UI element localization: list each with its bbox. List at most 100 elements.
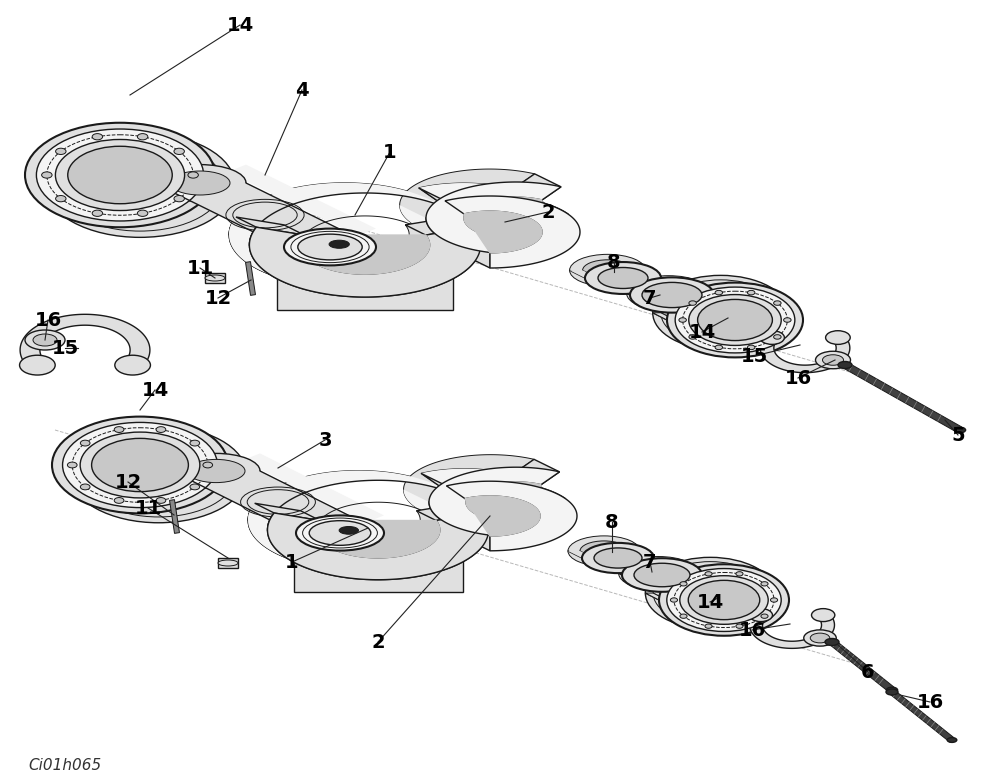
Polygon shape xyxy=(229,183,474,245)
Polygon shape xyxy=(154,183,376,247)
Polygon shape xyxy=(25,175,56,185)
Ellipse shape xyxy=(810,633,830,643)
Ellipse shape xyxy=(33,334,57,346)
Polygon shape xyxy=(419,183,554,255)
Polygon shape xyxy=(491,510,516,537)
Ellipse shape xyxy=(645,557,775,629)
Ellipse shape xyxy=(680,582,687,586)
Polygon shape xyxy=(464,211,542,252)
Polygon shape xyxy=(490,226,516,254)
Ellipse shape xyxy=(42,172,52,178)
Ellipse shape xyxy=(137,133,148,140)
Ellipse shape xyxy=(92,210,103,216)
Ellipse shape xyxy=(570,254,646,286)
Ellipse shape xyxy=(667,282,803,358)
Ellipse shape xyxy=(174,148,184,154)
Polygon shape xyxy=(687,573,702,575)
Ellipse shape xyxy=(67,462,77,468)
Ellipse shape xyxy=(92,133,103,140)
Ellipse shape xyxy=(812,608,835,622)
Polygon shape xyxy=(300,235,430,274)
Ellipse shape xyxy=(761,582,768,586)
Polygon shape xyxy=(768,593,789,600)
Text: 2: 2 xyxy=(371,633,385,652)
Ellipse shape xyxy=(689,301,696,305)
Polygon shape xyxy=(400,205,516,254)
Ellipse shape xyxy=(36,129,204,221)
Polygon shape xyxy=(464,198,542,239)
Polygon shape xyxy=(255,503,320,521)
Ellipse shape xyxy=(25,330,65,350)
Polygon shape xyxy=(781,313,803,320)
Ellipse shape xyxy=(187,459,245,483)
Polygon shape xyxy=(421,469,565,499)
Ellipse shape xyxy=(104,445,213,504)
Ellipse shape xyxy=(954,427,966,433)
Ellipse shape xyxy=(736,572,743,576)
Polygon shape xyxy=(699,293,714,295)
Ellipse shape xyxy=(568,536,640,566)
Ellipse shape xyxy=(680,614,687,619)
Ellipse shape xyxy=(52,416,228,514)
Polygon shape xyxy=(426,182,561,254)
Ellipse shape xyxy=(680,575,768,624)
Ellipse shape xyxy=(70,426,246,523)
Polygon shape xyxy=(52,465,81,474)
Ellipse shape xyxy=(80,440,90,446)
Ellipse shape xyxy=(886,688,898,693)
Polygon shape xyxy=(760,336,850,372)
Ellipse shape xyxy=(63,423,217,507)
Ellipse shape xyxy=(804,630,836,646)
Ellipse shape xyxy=(205,275,225,281)
Text: 12: 12 xyxy=(114,473,142,492)
Ellipse shape xyxy=(298,234,362,260)
Polygon shape xyxy=(633,270,661,278)
Text: 14: 14 xyxy=(696,593,724,612)
Polygon shape xyxy=(464,240,490,268)
Ellipse shape xyxy=(170,171,230,195)
Ellipse shape xyxy=(747,345,755,350)
Ellipse shape xyxy=(784,318,791,322)
Ellipse shape xyxy=(679,318,686,322)
Text: 14: 14 xyxy=(688,322,716,342)
Ellipse shape xyxy=(622,558,702,592)
Polygon shape xyxy=(248,503,488,579)
Text: 4: 4 xyxy=(295,81,309,100)
Polygon shape xyxy=(248,503,469,570)
Text: 7: 7 xyxy=(643,289,657,307)
Text: 14: 14 xyxy=(141,380,169,400)
Polygon shape xyxy=(843,362,962,433)
Polygon shape xyxy=(294,554,462,593)
Ellipse shape xyxy=(114,498,124,503)
Ellipse shape xyxy=(675,287,795,353)
Polygon shape xyxy=(242,453,384,522)
Polygon shape xyxy=(466,482,541,522)
Ellipse shape xyxy=(639,281,699,306)
Text: 6: 6 xyxy=(861,662,875,681)
Polygon shape xyxy=(465,524,490,551)
Polygon shape xyxy=(172,471,384,533)
Ellipse shape xyxy=(653,275,789,350)
Polygon shape xyxy=(750,613,834,648)
Polygon shape xyxy=(228,165,376,236)
Ellipse shape xyxy=(619,557,699,590)
Ellipse shape xyxy=(747,290,755,295)
Polygon shape xyxy=(229,217,460,287)
Polygon shape xyxy=(404,455,534,524)
Ellipse shape xyxy=(689,295,781,346)
Ellipse shape xyxy=(585,262,661,294)
Polygon shape xyxy=(417,503,482,521)
Ellipse shape xyxy=(688,580,760,619)
Text: 1: 1 xyxy=(383,143,397,162)
Ellipse shape xyxy=(816,351,850,368)
Ellipse shape xyxy=(190,484,200,490)
Polygon shape xyxy=(246,262,255,296)
Polygon shape xyxy=(268,513,488,579)
Ellipse shape xyxy=(715,345,723,350)
Ellipse shape xyxy=(92,438,188,492)
Polygon shape xyxy=(568,551,594,558)
Ellipse shape xyxy=(56,148,66,154)
Text: 5: 5 xyxy=(951,426,965,445)
Polygon shape xyxy=(277,270,453,310)
Polygon shape xyxy=(429,467,560,537)
